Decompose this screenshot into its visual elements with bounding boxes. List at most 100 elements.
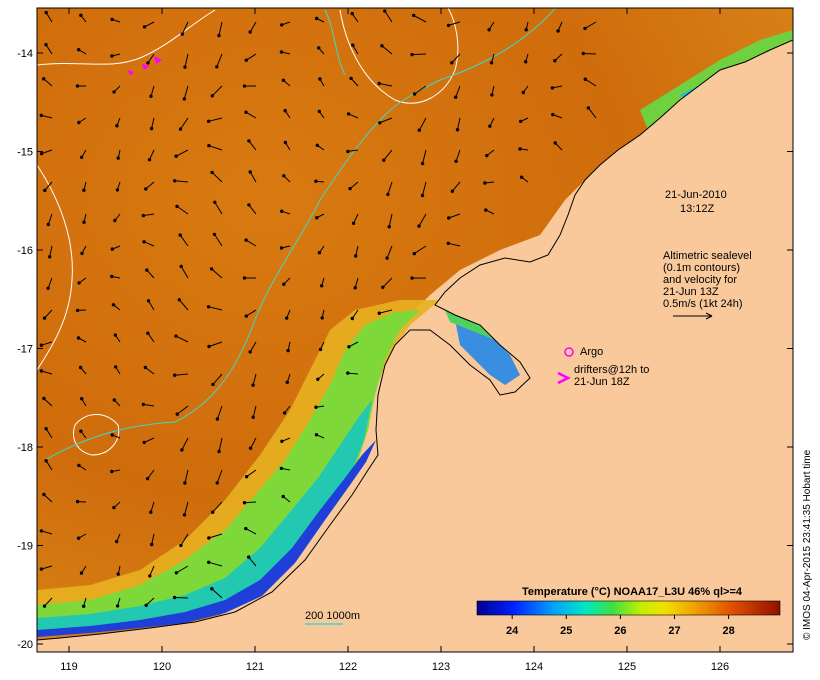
velocity-arrow-head	[76, 536, 81, 540]
velocity-arrow-head	[251, 383, 255, 387]
velocity-arrow	[448, 21, 461, 26]
velocity-arrow-head	[285, 380, 289, 384]
velocity-arrow-head	[112, 90, 116, 94]
velocity-arrow-head	[242, 84, 247, 88]
velocity-arrow	[183, 85, 189, 100]
velocity-arrow	[252, 405, 257, 418]
velocity-arrow-head	[248, 30, 252, 34]
velocity-arrow-head	[150, 542, 154, 547]
velocity-arrow-head	[113, 333, 118, 337]
velocity-arrow-head	[315, 143, 319, 148]
velocity-arrow-head	[215, 65, 219, 69]
velocity-arrow-head	[174, 334, 178, 338]
velocity-arrow-head	[207, 344, 211, 349]
velocity-arrow-head	[346, 149, 350, 154]
velocity-arrow-head	[315, 16, 319, 21]
velocity-arrow	[353, 213, 359, 224]
velocity-arrow-head	[179, 543, 183, 548]
velocity-arrow-head	[178, 127, 183, 131]
x-tick-label: 124	[525, 661, 543, 673]
velocity-arrow	[176, 205, 189, 215]
velocity-arrow-head	[42, 604, 47, 608]
velocity-arrow-head	[280, 23, 284, 27]
velocity-arrow-head	[207, 560, 211, 564]
velocity-arrow-head	[116, 156, 120, 160]
velocity-arrow	[386, 245, 393, 259]
velocity-arrow-head	[217, 33, 221, 38]
velocity-arrow	[216, 469, 223, 484]
velocity-arrow-head	[318, 77, 322, 81]
velocity-arrow	[41, 341, 53, 346]
velocity-arrow-head	[142, 25, 147, 29]
colorbar-tick-label: 28	[722, 625, 734, 637]
velocity-arrow-head	[346, 371, 350, 375]
velocity-arrow-head	[82, 604, 86, 608]
map-time: 13:12Z	[680, 203, 715, 215]
velocity-arrow-head	[286, 348, 290, 353]
velocity-arrow-head	[410, 276, 414, 280]
velocity-arrow	[47, 277, 53, 289]
velocity-arrow	[379, 117, 393, 124]
velocity-arrow	[208, 145, 223, 151]
y-tick-label: -20	[17, 639, 33, 651]
velocity-arrow-head	[279, 466, 284, 471]
velocity-arrow	[455, 85, 461, 98]
velocity-arrow-head	[179, 264, 183, 269]
velocity-arrow	[145, 597, 155, 606]
velocity-arrow	[43, 494, 53, 503]
argo-label: Argo	[580, 346, 603, 358]
velocity-arrow	[45, 44, 53, 55]
velocity-arrow-head	[386, 192, 390, 197]
velocity-arrow	[249, 171, 257, 183]
velocity-arrow-head	[282, 282, 286, 286]
velocity-arrow	[212, 501, 223, 513]
velocity-arrow-head	[110, 274, 114, 279]
y-tick-label: -15	[17, 147, 33, 159]
velocity-arrow	[179, 234, 189, 247]
velocity-arrow	[347, 372, 359, 375]
velocity-arrow	[246, 53, 257, 61]
velocity-arrow	[175, 149, 189, 157]
velocity-arrow-head	[215, 481, 219, 485]
velocity-arrow-head	[39, 529, 44, 533]
velocity-arrow-head	[417, 128, 421, 132]
velocity-arrow	[384, 10, 393, 23]
velocity-arrow-head	[43, 188, 47, 193]
velocity-arrow-head	[209, 267, 214, 271]
velocity-arrow	[348, 113, 359, 119]
velocity-arrow-head	[142, 440, 146, 445]
velocity-arrow-head	[314, 433, 319, 437]
velocity-arrow	[414, 245, 427, 255]
velocity-arrow-head	[283, 109, 287, 113]
x-tick-label: 122	[339, 661, 357, 673]
velocity-arrow-head	[315, 216, 319, 220]
velocity-arrow-head	[519, 119, 523, 124]
velocity-arrow	[145, 367, 155, 375]
velocity-arrow-head	[44, 427, 48, 431]
velocity-arrow-head	[39, 151, 44, 156]
velocity-arrow-head	[489, 61, 494, 65]
velocity-arrow-head	[146, 331, 150, 335]
velocity-arrow	[208, 341, 223, 347]
velocity-arrow-head	[524, 28, 528, 32]
velocity-arrow-head	[282, 411, 287, 415]
velocity-arrow-head	[279, 246, 284, 250]
x-axis: 119 120 121 122 123 124 125 126	[60, 8, 729, 673]
velocity-arrow-head	[420, 161, 425, 166]
velocity-arrow-head	[247, 555, 251, 559]
velocity-arrow-head	[77, 48, 81, 52]
velocity-arrow-head	[211, 510, 215, 514]
velocity-arrow-head	[149, 510, 153, 514]
velocity-arrow	[216, 53, 223, 67]
velocity-arrow-head	[242, 276, 247, 280]
velocity-arrow-head	[282, 174, 286, 178]
velocity-arrow-head	[211, 382, 215, 387]
velocity-arrow-head	[316, 377, 320, 381]
velocity-arrow-head	[79, 571, 84, 575]
velocity-arrow-head	[583, 77, 587, 81]
velocity-arrow-head	[115, 188, 120, 192]
velocity-arrow	[218, 21, 223, 36]
velocity-arrow-head	[44, 10, 48, 15]
velocity-arrow-head	[244, 526, 248, 531]
